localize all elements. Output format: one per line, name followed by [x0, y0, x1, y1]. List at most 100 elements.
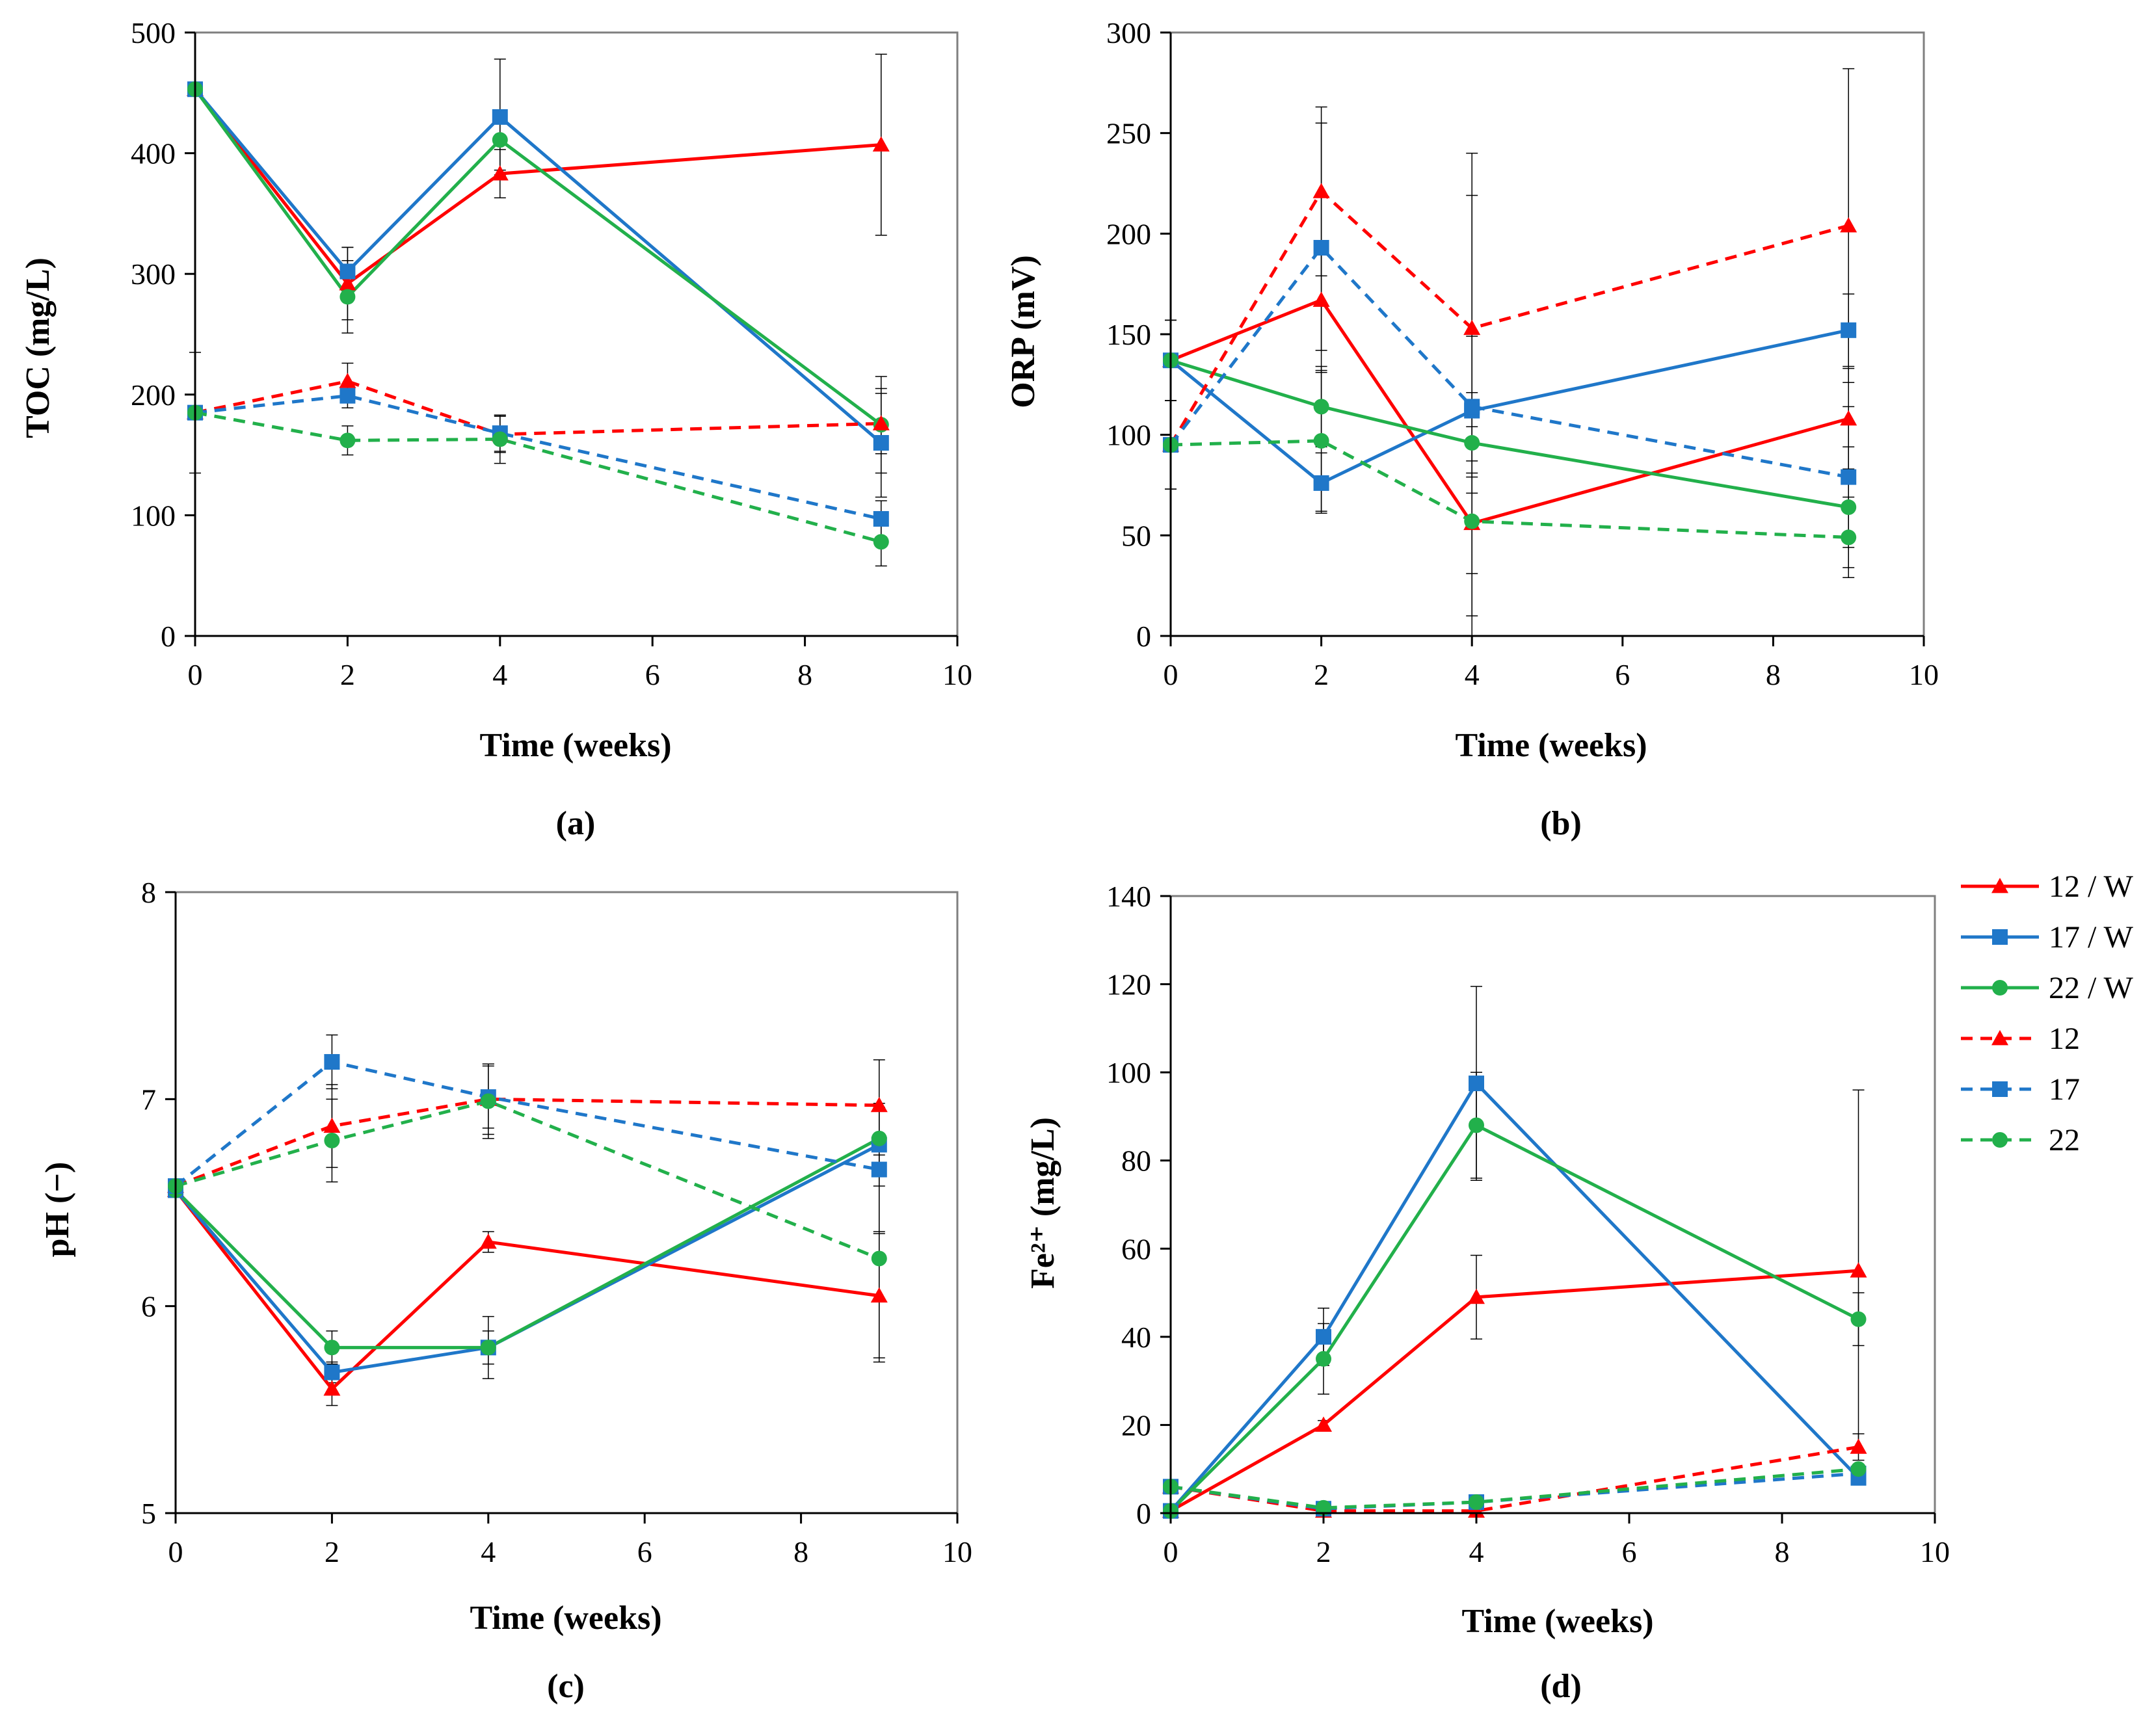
series-line-c-17-dashed	[174, 1060, 880, 1187]
x-tick-label: 0	[168, 1535, 183, 1568]
legend-item-22-dashed: 22	[1961, 1123, 2080, 1157]
series-line-c-22-dashed	[175, 1100, 880, 1260]
x-tick-label: 0	[1164, 658, 1178, 691]
legend-label: 12 / W	[2049, 869, 2133, 904]
y-tick-label: 20	[1121, 1408, 1151, 1442]
data-point-b-12-dashed	[1463, 319, 1481, 336]
data-point-a-22-dashed	[873, 534, 889, 550]
data-point-d-17-w	[1316, 1328, 1331, 1345]
x-tick-label: 8	[797, 658, 812, 691]
y-tick-label: 150	[1106, 318, 1151, 351]
x-tick-label: 2	[340, 658, 355, 691]
y-axis-title-a: TOC (mg/L)	[20, 257, 57, 438]
data-point-d-12-w	[1468, 1288, 1485, 1304]
x-axis-title-d: Time (weeks)	[1461, 1603, 1653, 1640]
legend-label: 17	[2049, 1072, 2080, 1107]
x-axis-title-c: Time (weeks)	[470, 1600, 661, 1637]
x-tick-label: 4	[492, 658, 507, 691]
data-point-b-17-dashed	[1313, 239, 1329, 256]
series-line-a-17-dashed	[194, 394, 882, 521]
data-point-a-12-w	[872, 136, 890, 152]
x-tick-label: 8	[1766, 658, 1781, 691]
data-point-b-12-w	[1312, 291, 1330, 307]
data-point-c-17-dashed	[324, 1054, 340, 1070]
y-tick-label: 0	[1136, 1497, 1151, 1530]
series-line-a-12-w	[194, 88, 881, 285]
data-point-b-22-w	[1313, 399, 1329, 415]
data-point-a-12-dashed	[339, 373, 356, 388]
y-tick-label: 120	[1106, 968, 1151, 1001]
series-line-c-22-w	[174, 1137, 880, 1349]
y-tick-label: 100	[1106, 1056, 1151, 1089]
data-point-c-22-w	[324, 1340, 340, 1356]
legend-marker	[1992, 980, 2008, 996]
series-line-d-17-dashed	[1170, 1472, 1859, 1511]
data-point-b-12-dashed	[1840, 217, 1857, 233]
legend-item-22-w: 22 / W	[1961, 971, 2133, 1005]
legend-label: 22	[2049, 1123, 2080, 1157]
y-tick-label: 100	[1106, 419, 1151, 452]
y-tick-label: 500	[131, 16, 176, 49]
x-tick-label: 4	[1465, 658, 1480, 691]
y-tick-label: 0	[1136, 620, 1151, 653]
data-point-d-22-dashed	[1469, 1494, 1484, 1511]
data-point-c-12-dashed	[870, 1096, 888, 1113]
x-tick-label: 0	[188, 658, 203, 691]
data-point-b-17-w	[1313, 475, 1329, 491]
x-tick-label: 10	[1920, 1535, 1950, 1568]
data-point-b-22-dashed	[1313, 432, 1329, 449]
x-tick-label: 6	[1622, 1535, 1637, 1568]
series-line-b-12-dashed	[1169, 189, 1849, 446]
data-point-d-22-dashed	[1850, 1461, 1867, 1477]
series-line-b-22-dashed	[1170, 439, 1849, 539]
legend: 12 / W 17 / W 22 / W 12 17 22	[1961, 869, 2133, 1157]
data-point-a-22-dashed	[339, 432, 356, 449]
plot-frame-b	[1169, 31, 1925, 637]
series-line-d-22-dashed	[1170, 1467, 1859, 1510]
x-tick-label: 8	[793, 1535, 808, 1568]
data-point-a-22-w	[492, 132, 508, 148]
y-tick-label: 80	[1121, 1144, 1151, 1178]
panel-label-b: (b)	[1540, 805, 1582, 842]
y-tick-label: 140	[1106, 880, 1151, 913]
data-point-a-12-dashed	[872, 415, 890, 430]
data-point-a-17-w	[339, 263, 356, 280]
y-tick-label: 8	[141, 876, 156, 909]
x-tick-label: 0	[1164, 1535, 1178, 1568]
data-point-c-17-dashed	[871, 1161, 887, 1178]
legend-label: 12	[2049, 1022, 2080, 1056]
data-point-a-17-w	[873, 435, 889, 451]
legend-item-17-w: 17 / W	[1961, 920, 2133, 955]
series-line-a-17-w	[194, 88, 883, 444]
series-line-b-22-w	[1170, 358, 1849, 509]
y-tick-label: 300	[131, 257, 176, 291]
x-tick-label: 2	[325, 1535, 339, 1568]
y-tick-label: 200	[1106, 217, 1151, 250]
y-tick-label: 7	[141, 1083, 156, 1116]
legend-marker	[1992, 1081, 2008, 1097]
data-point-a-12-w	[339, 275, 356, 291]
series-line-d-17-w	[1169, 1081, 1860, 1512]
legend-marker	[1991, 878, 2008, 893]
series-line-c-12-w	[174, 1189, 880, 1391]
data-point-c-12-dashed	[323, 1117, 341, 1133]
data-point-b-12-w	[1840, 410, 1857, 426]
data-point-c-12-w	[479, 1233, 497, 1249]
data-point-d-12-dashed	[1850, 1438, 1867, 1454]
data-point-c-22-w	[480, 1340, 496, 1356]
data-point-c-22-w	[871, 1130, 887, 1146]
data-point-b-22-w	[1841, 499, 1857, 516]
x-tick-label: 4	[481, 1535, 496, 1568]
y-tick-label: 5	[141, 1497, 156, 1530]
legend-item-17-dashed: 17	[1961, 1072, 2080, 1107]
y-tick-label: 6	[141, 1290, 156, 1323]
data-point-a-12-w	[491, 165, 509, 181]
data-point-b-12-dashed	[1312, 183, 1330, 198]
data-point-d-22-w	[1316, 1351, 1331, 1367]
data-point-d-12-w	[1850, 1262, 1867, 1278]
y-tick-label: 300	[1106, 16, 1151, 49]
data-point-c-22-dashed	[324, 1133, 340, 1148]
y-tick-label: 100	[131, 499, 176, 532]
plot-frame-d	[1169, 895, 1936, 1514]
